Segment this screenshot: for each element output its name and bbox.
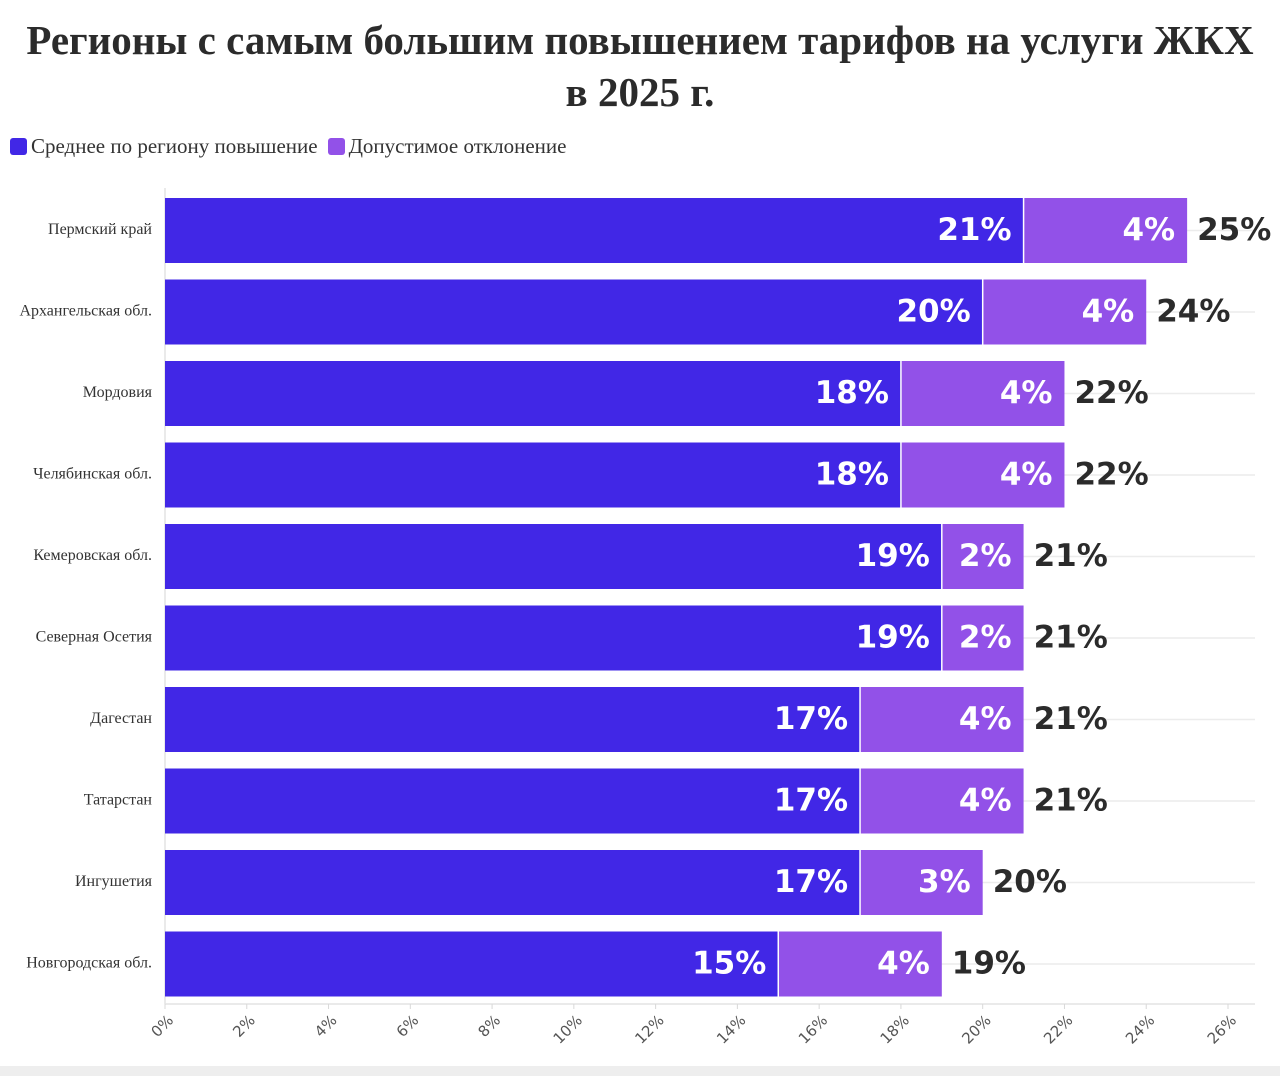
data-label-total: 20% bbox=[993, 864, 1067, 900]
data-label-average: 18% bbox=[815, 457, 889, 493]
data-label-total: 21% bbox=[1034, 783, 1108, 819]
data-label-deviation: 2% bbox=[959, 620, 1012, 656]
bar-average bbox=[165, 524, 942, 589]
data-label-total: 22% bbox=[1074, 375, 1148, 411]
data-label-average: 21% bbox=[937, 212, 1011, 248]
bar-deviation bbox=[982, 279, 1147, 345]
data-label-total: 21% bbox=[1034, 701, 1108, 737]
data-label-deviation: 4% bbox=[959, 783, 1012, 819]
bar-average bbox=[165, 687, 861, 752]
bar-deviation bbox=[900, 361, 1065, 426]
x-tick-label: 4% bbox=[311, 1011, 341, 1041]
category-label: Архангельская обл. bbox=[19, 303, 152, 320]
category-label: Кемеровская обл. bbox=[33, 547, 152, 564]
data-label-average: 17% bbox=[774, 783, 848, 819]
legend-label-deviation: Допустимое отклонение bbox=[348, 134, 567, 158]
category-label: Мордовия bbox=[83, 384, 153, 401]
bar-average bbox=[165, 605, 942, 671]
data-label-average: 17% bbox=[774, 864, 848, 900]
chart-title-line1: Регионы с самым большим повышением тариф… bbox=[26, 17, 1254, 63]
category-label: Северная Осетия bbox=[36, 629, 153, 646]
x-tick-label: 24% bbox=[1122, 1011, 1158, 1047]
x-tick-label: 22% bbox=[1040, 1011, 1076, 1047]
bar-deviation bbox=[860, 768, 1024, 834]
category-label: Татарстан bbox=[84, 792, 153, 809]
data-label-deviation: 4% bbox=[1000, 375, 1053, 411]
x-tick-label: 6% bbox=[393, 1011, 423, 1041]
data-label-total: 24% bbox=[1156, 294, 1230, 330]
x-tick-label: 18% bbox=[877, 1011, 913, 1047]
chart-title: Регионы с самым большим повышением тариф… bbox=[0, 14, 1280, 118]
x-tick-label: 10% bbox=[550, 1011, 586, 1047]
data-label-total: 21% bbox=[1034, 620, 1108, 656]
bottom-edge bbox=[0, 1066, 1280, 1076]
category-label: Челябинская обл. bbox=[33, 466, 152, 483]
data-label-total: 19% bbox=[952, 946, 1026, 982]
legend-swatch-deviation bbox=[327, 138, 345, 155]
legend-item-deviation: Допустимое отклонение bbox=[327, 134, 567, 159]
bar-deviation bbox=[778, 931, 942, 997]
data-label-total: 22% bbox=[1074, 457, 1148, 493]
x-tick-label: 16% bbox=[795, 1011, 831, 1047]
data-label-average: 19% bbox=[856, 538, 930, 574]
bar-deviation bbox=[860, 850, 983, 915]
data-label-deviation: 4% bbox=[1082, 294, 1135, 330]
chart-legend: Среднее по региону повышение Допустимое … bbox=[10, 134, 576, 159]
x-tick-label: 14% bbox=[713, 1011, 749, 1047]
data-label-deviation: 4% bbox=[877, 946, 930, 982]
bar-deviation bbox=[1023, 198, 1188, 263]
x-tick-label: 2% bbox=[229, 1011, 259, 1041]
x-tick-label: 26% bbox=[1204, 1011, 1240, 1047]
legend-swatch-average bbox=[10, 138, 27, 155]
data-label-total: 25% bbox=[1197, 212, 1271, 248]
legend-label-average: Среднее по региону повышение bbox=[31, 134, 318, 158]
bar-average bbox=[165, 768, 861, 834]
data-label-average: 19% bbox=[856, 620, 930, 656]
data-label-deviation: 3% bbox=[918, 864, 971, 900]
data-label-deviation: 4% bbox=[1000, 457, 1053, 493]
bar-average bbox=[165, 442, 901, 508]
x-tick-label: 20% bbox=[958, 1011, 994, 1047]
data-label-average: 15% bbox=[692, 946, 766, 982]
bar-deviation bbox=[900, 442, 1065, 508]
bar-deviation bbox=[860, 687, 1024, 752]
data-label-average: 20% bbox=[896, 294, 970, 330]
data-label-total: 21% bbox=[1034, 538, 1108, 574]
category-label: Новгородская обл. bbox=[26, 955, 152, 972]
x-tick-label: 12% bbox=[631, 1011, 667, 1047]
bar-average bbox=[165, 361, 901, 426]
bar-average bbox=[165, 931, 779, 997]
data-label-deviation: 4% bbox=[959, 701, 1012, 737]
bar-average bbox=[165, 850, 861, 915]
x-tick-label: 0% bbox=[147, 1011, 177, 1041]
x-tick-label: 8% bbox=[475, 1011, 505, 1041]
chart-title-line2: в 2025 г. bbox=[565, 69, 715, 115]
bar-average bbox=[165, 279, 983, 345]
data-label-average: 17% bbox=[774, 701, 848, 737]
bar-average bbox=[165, 198, 1024, 263]
category-label: Ингушетия bbox=[75, 873, 153, 890]
bar-deviation bbox=[941, 524, 1024, 589]
category-label: Пермский край bbox=[48, 221, 152, 238]
data-label-average: 18% bbox=[815, 375, 889, 411]
data-label-deviation: 4% bbox=[1122, 212, 1175, 248]
data-label-deviation: 2% bbox=[959, 538, 1012, 574]
legend-item-average: Среднее по региону повышение bbox=[10, 134, 318, 159]
category-label: Дагестан bbox=[90, 710, 152, 727]
bar-deviation bbox=[941, 605, 1024, 671]
